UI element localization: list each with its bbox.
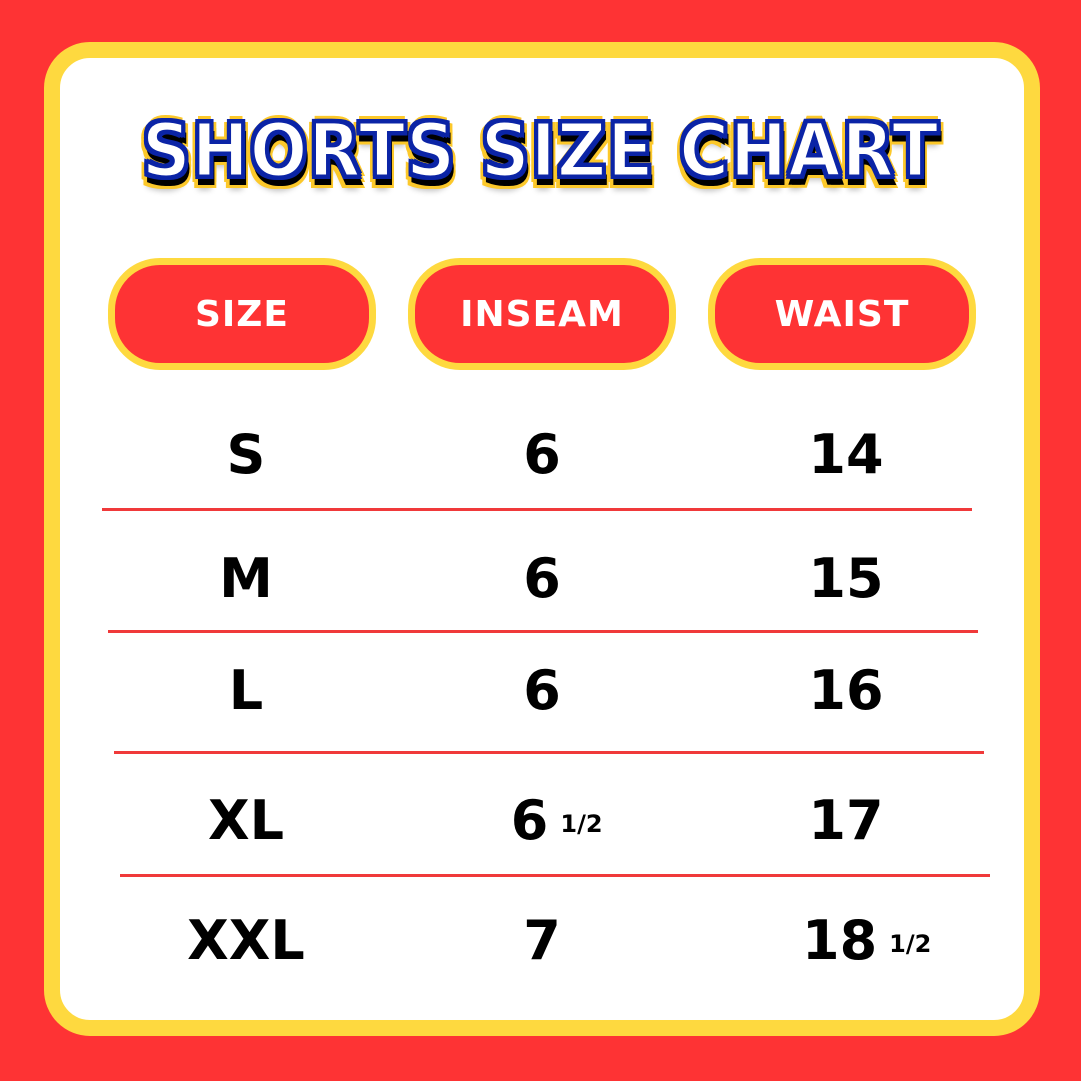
waist-value: 14 — [808, 423, 884, 486]
cell-inseam: 7 — [523, 914, 561, 968]
waist-value: 15 — [808, 547, 884, 610]
waist-value: 17 — [808, 789, 884, 852]
size-value: S — [226, 423, 266, 486]
size-value: L — [228, 659, 264, 722]
cell-size: S — [227, 428, 266, 482]
inseam-fraction: 1/2 — [560, 810, 603, 839]
size-value: XL — [207, 789, 285, 852]
header-inseam: INSEAM — [408, 258, 676, 370]
inseam-value: 6 — [510, 789, 549, 852]
cell-waist: 17 — [808, 794, 883, 848]
row-divider — [108, 630, 978, 633]
header-size: SIZE — [108, 258, 376, 370]
cell-size: M — [219, 552, 273, 606]
cell-inseam: 6 — [523, 664, 561, 718]
cell-waist: 18 1/2 — [802, 914, 931, 968]
row-divider — [114, 751, 984, 754]
chart-card — [44, 42, 1040, 1036]
cell-inseam: 6 — [523, 428, 561, 482]
cell-size: XL — [208, 794, 284, 848]
page-title: SHORTS SIZE CHART — [140, 107, 940, 196]
waist-fraction: 1/2 — [889, 930, 932, 959]
cell-waist: 16 — [808, 664, 883, 718]
cell-size: XXL — [187, 914, 305, 968]
size-value: M — [219, 547, 273, 610]
cell-waist: 14 — [808, 428, 883, 482]
inseam-value: 6 — [523, 659, 561, 722]
inseam-value: 6 — [523, 423, 561, 486]
header-waist: WAIST — [708, 258, 976, 370]
size-value: XXL — [187, 909, 305, 972]
cell-waist: 15 — [808, 552, 883, 606]
waist-value: 16 — [808, 659, 884, 722]
inseam-value: 7 — [523, 909, 561, 972]
cell-size: L — [229, 664, 263, 718]
row-divider — [120, 874, 990, 877]
cell-inseam: 6 — [523, 552, 561, 606]
row-divider — [102, 508, 972, 511]
cell-inseam: 6 1/2 — [511, 794, 603, 848]
inseam-value: 6 — [523, 547, 561, 610]
waist-value: 18 — [802, 909, 878, 972]
